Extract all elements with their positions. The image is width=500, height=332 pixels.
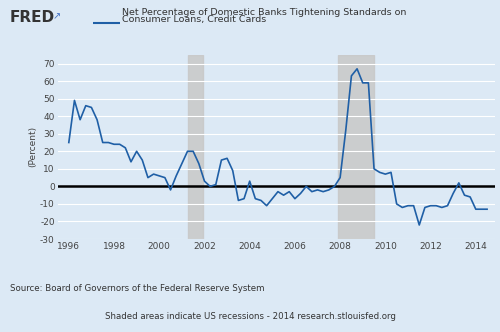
Text: Consumer Loans, Credit Cards: Consumer Loans, Credit Cards (122, 15, 267, 24)
Bar (338, 55, 374, 239)
Text: Shaded areas indicate US recessions - 2014 research.stlouisfed.org: Shaded areas indicate US recessions - 20… (104, 312, 396, 321)
Text: ↗: ↗ (52, 12, 60, 22)
Y-axis label: (Percent): (Percent) (28, 126, 37, 167)
Bar (188, 55, 202, 239)
Text: Source: Board of Governors of the Federal Reserve System: Source: Board of Governors of the Federa… (10, 284, 264, 293)
Text: FRED: FRED (10, 10, 55, 25)
Text: Net Percentage of Domestic Banks Tightening Standards on: Net Percentage of Domestic Banks Tighten… (122, 8, 407, 17)
